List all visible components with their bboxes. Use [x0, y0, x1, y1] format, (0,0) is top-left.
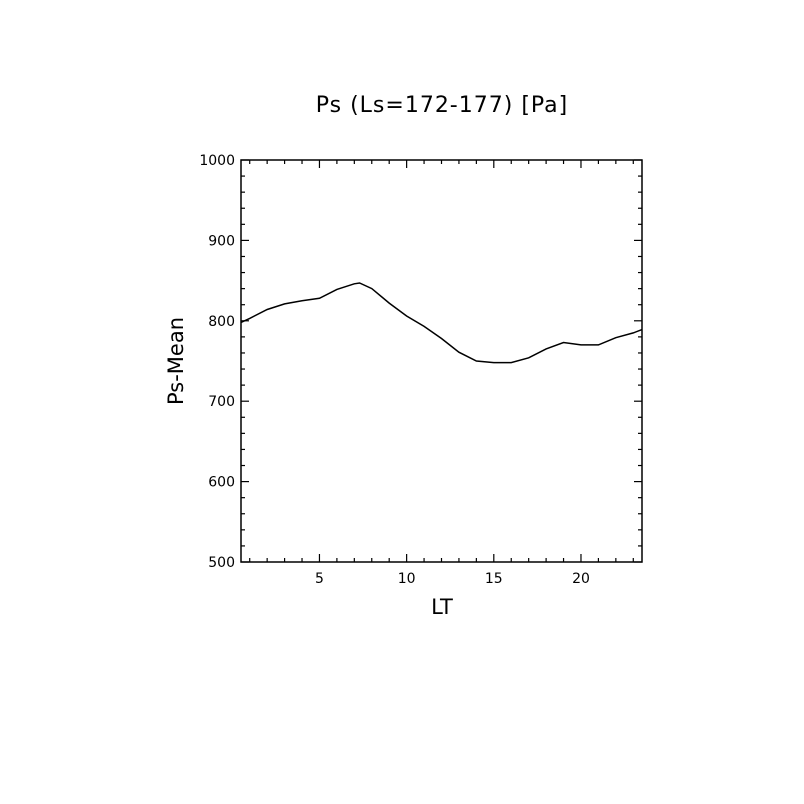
- y-tick-label: 800: [208, 314, 235, 330]
- y-axis-ticks: 500 600 700 800 900 1000: [199, 153, 642, 571]
- y-tick-label: 900: [208, 233, 235, 249]
- y-axis-label: Ps-Mean: [164, 317, 188, 405]
- x-axis-label: LT: [431, 595, 453, 619]
- x-tick-label: 15: [485, 571, 503, 587]
- series-line: [240, 282, 643, 364]
- x-tick-label: 5: [315, 571, 324, 587]
- plot-frame: [240, 159, 643, 563]
- chart-title: Ps (Ls=172-177) [Pa]: [316, 93, 569, 118]
- y-tick-label: 1000: [199, 153, 235, 169]
- y-tick-label: 700: [208, 394, 235, 410]
- x-tick-label: 10: [398, 571, 416, 587]
- y-tick-label: 600: [208, 475, 235, 491]
- y-tick-label: 500: [208, 555, 235, 571]
- x-tick-label: 20: [572, 571, 590, 587]
- x-axis-ticks: 5 10 15 20: [249, 160, 634, 587]
